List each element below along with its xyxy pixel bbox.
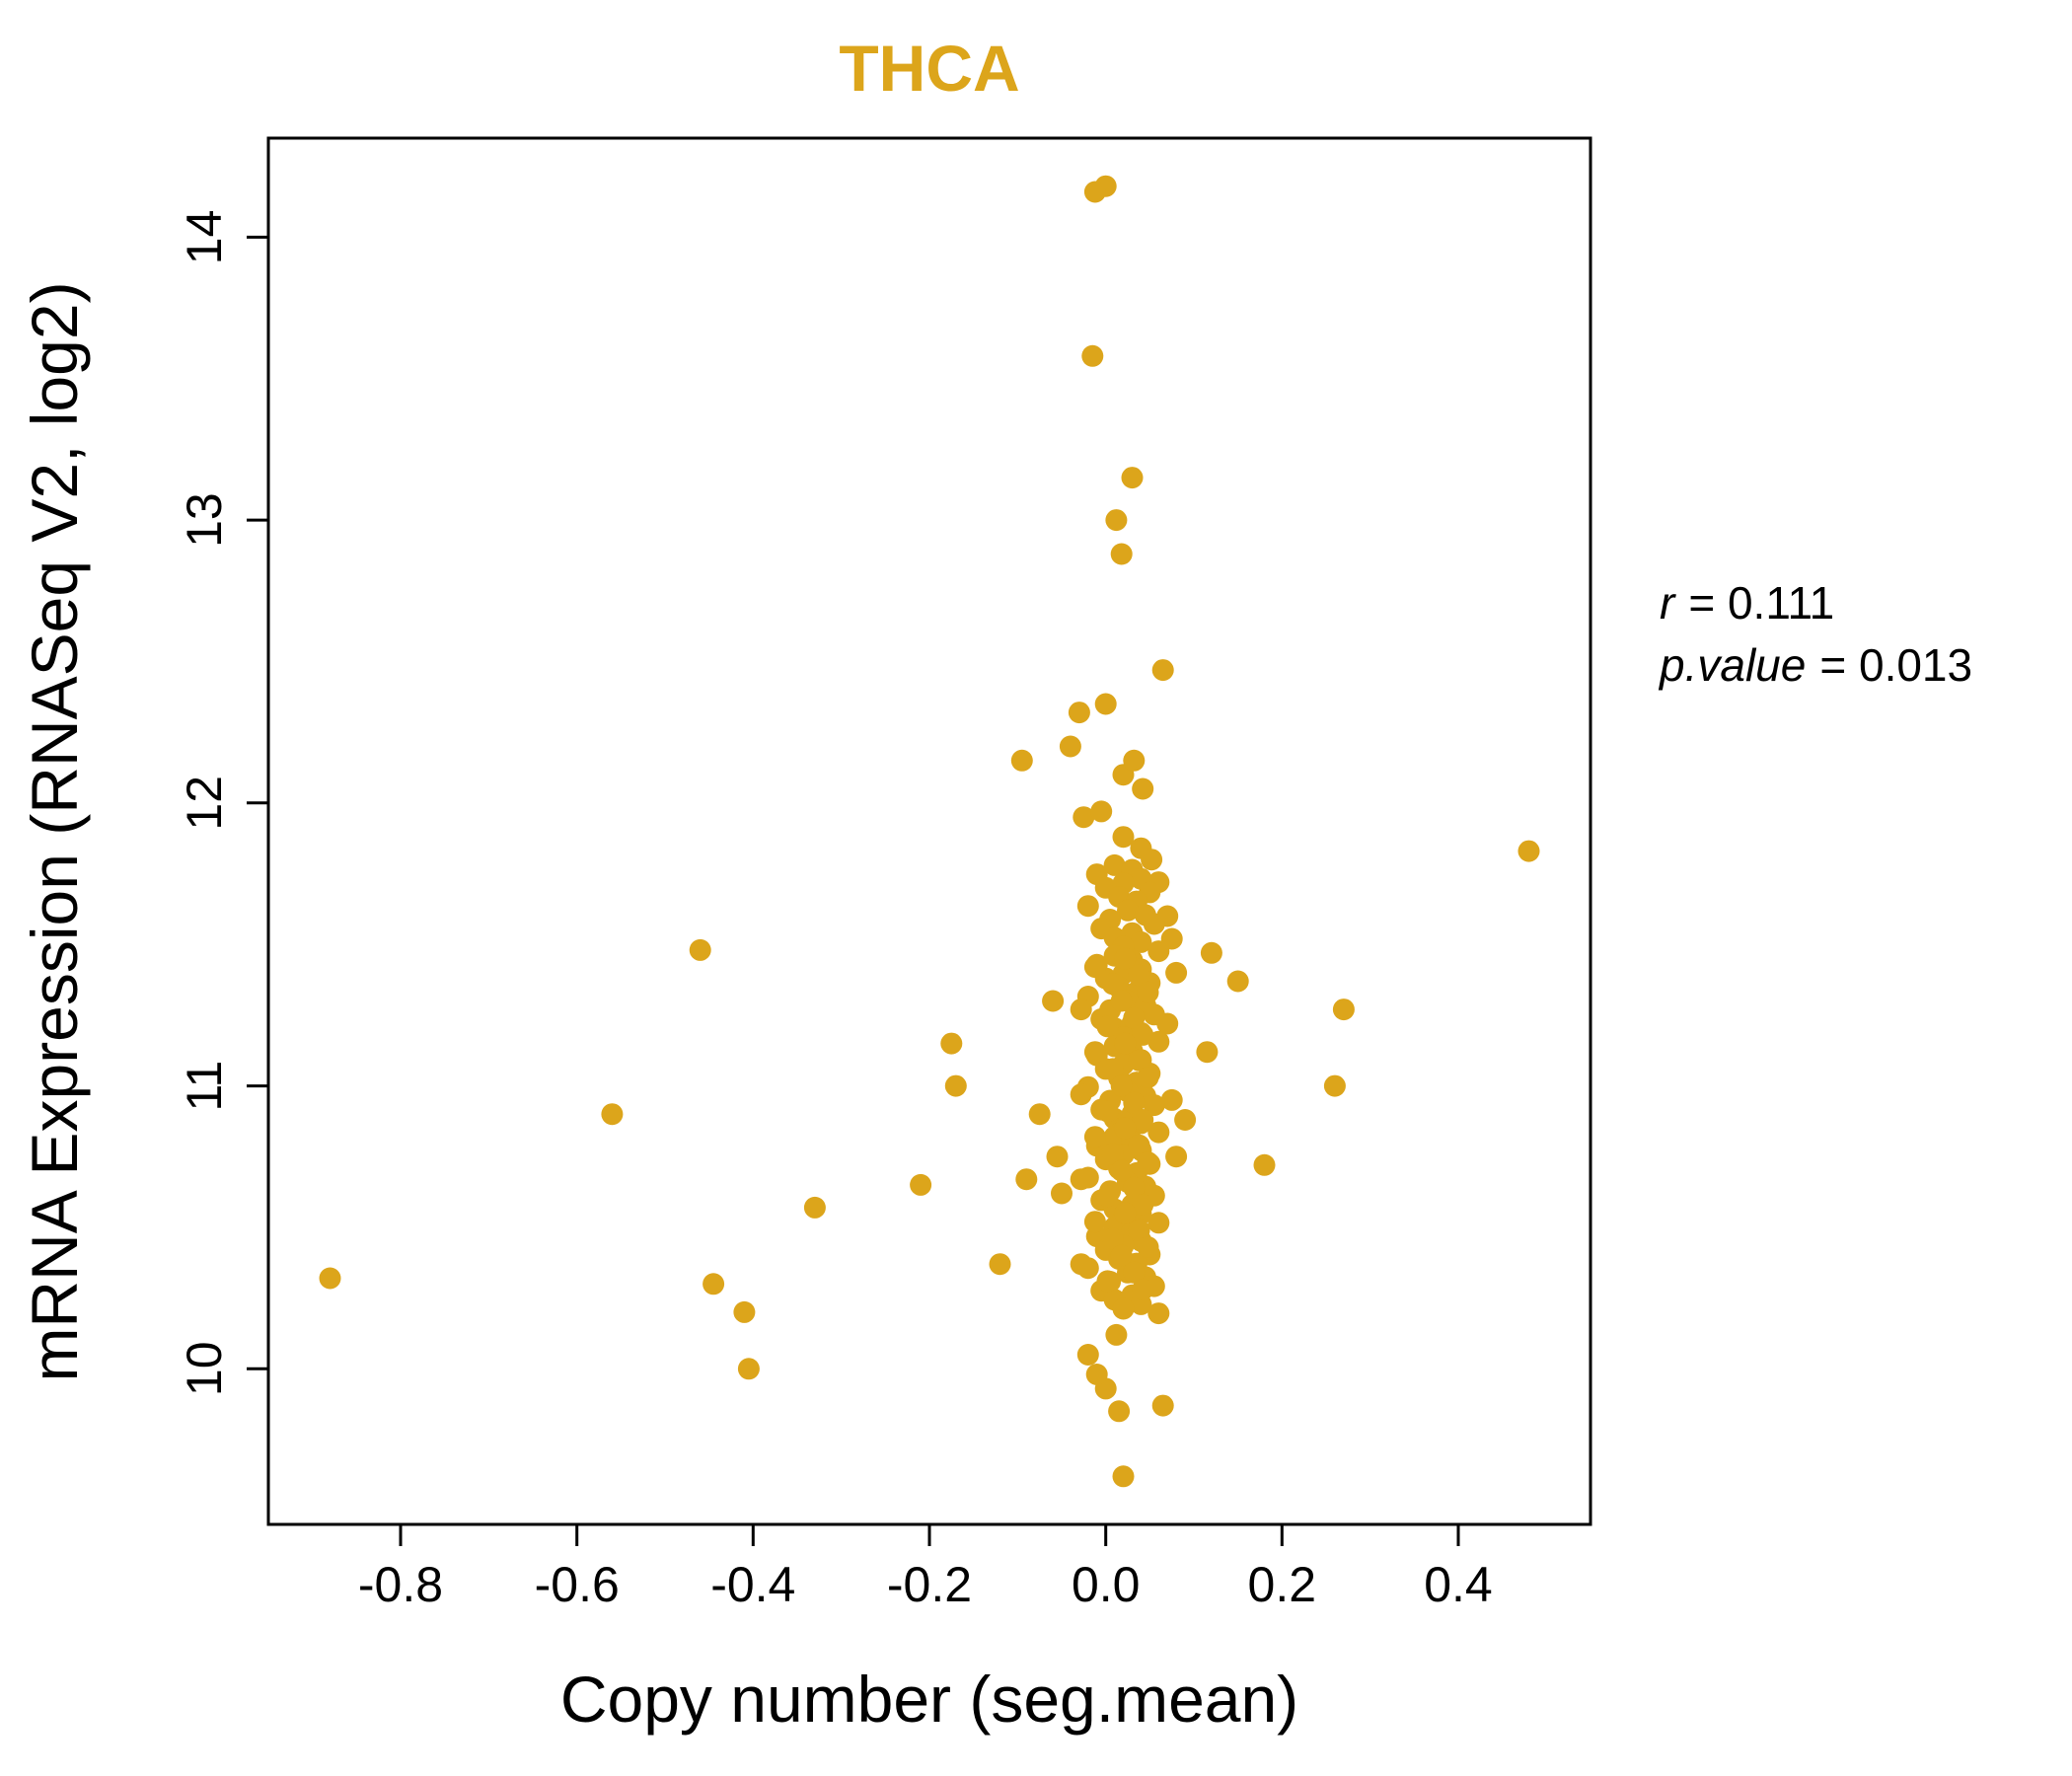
- x-axis-ticks: -0.8 -0.6 -0.4 -0.2 0.0 0.2 0.4: [358, 1524, 1493, 1612]
- svg-text:0.4: 0.4: [1424, 1557, 1493, 1612]
- svg-text:-0.4: -0.4: [710, 1557, 795, 1612]
- chart-title: THCA: [839, 32, 1019, 105]
- svg-text:-0.6: -0.6: [535, 1557, 620, 1612]
- y-axis-label: mRNA Expression (RNASeq V2, log2): [18, 281, 91, 1381]
- svg-text:-0.2: -0.2: [887, 1557, 972, 1612]
- svg-text:11: 11: [177, 1061, 232, 1112]
- svg-text:0.0: 0.0: [1072, 1557, 1141, 1612]
- y-axis-ticks: 10 11 12 13 14: [177, 210, 268, 1396]
- svg-text:14: 14: [177, 210, 232, 265]
- x-axis-label: Copy number (seg.mean): [560, 1663, 1298, 1736]
- svg-text:13: 13: [177, 492, 232, 548]
- svg-text:12: 12: [177, 776, 232, 831]
- svg-text:0.2: 0.2: [1248, 1557, 1317, 1612]
- plot-box: [266, 136, 1592, 1526]
- scatter-points: [319, 175, 1540, 1488]
- annotation-r: r = 0.111: [1660, 577, 1834, 629]
- annotation-pvalue: p.value = 0.013: [1658, 639, 1972, 691]
- svg-text:10: 10: [177, 1341, 232, 1396]
- svg-text:-0.8: -0.8: [358, 1557, 443, 1612]
